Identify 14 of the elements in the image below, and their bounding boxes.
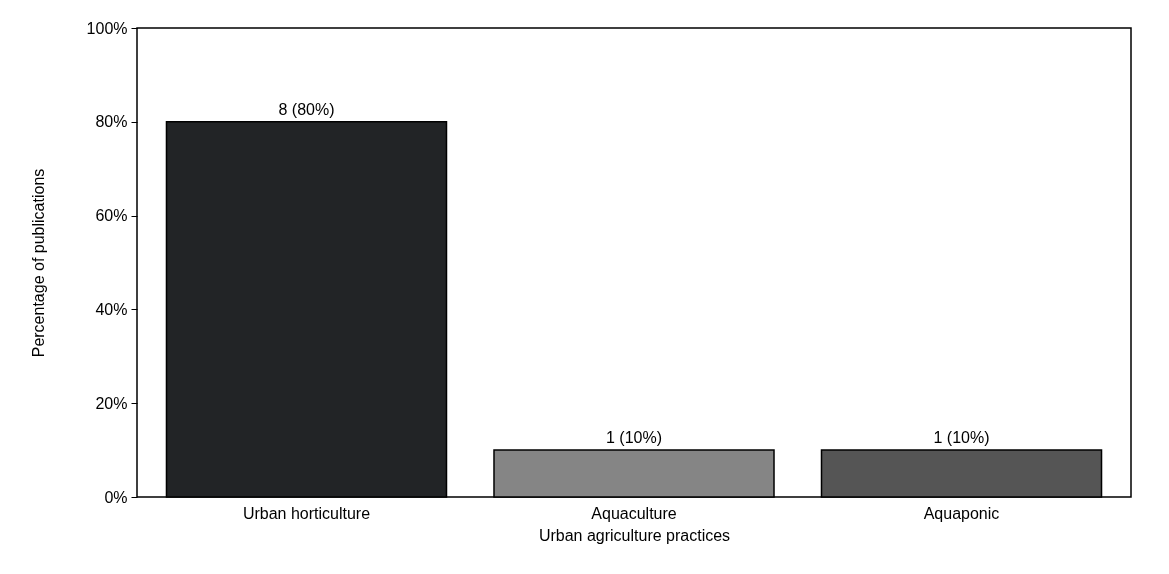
data-label: 8 (80%) bbox=[278, 100, 335, 118]
y-tick-label: 0% bbox=[104, 488, 128, 506]
y-tick-label: 60% bbox=[95, 207, 128, 225]
x-tick-label: Aquaculture bbox=[591, 504, 677, 522]
y-tick-label: 100% bbox=[86, 19, 128, 37]
y-tick-label: 20% bbox=[95, 394, 128, 412]
data-label: 1 (10%) bbox=[605, 429, 663, 447]
data-label: 1 (10%) bbox=[933, 429, 990, 447]
y-tick-label: 40% bbox=[95, 300, 128, 318]
x-tick-label: Urban horticulture bbox=[242, 504, 371, 522]
x-tick-label: Aquaponic bbox=[923, 504, 1000, 522]
y-axis-title: Percentage of publications bbox=[29, 168, 47, 358]
y-tick-label: 80% bbox=[95, 113, 128, 131]
x-axis-title: Urban agriculture practices bbox=[538, 526, 731, 544]
